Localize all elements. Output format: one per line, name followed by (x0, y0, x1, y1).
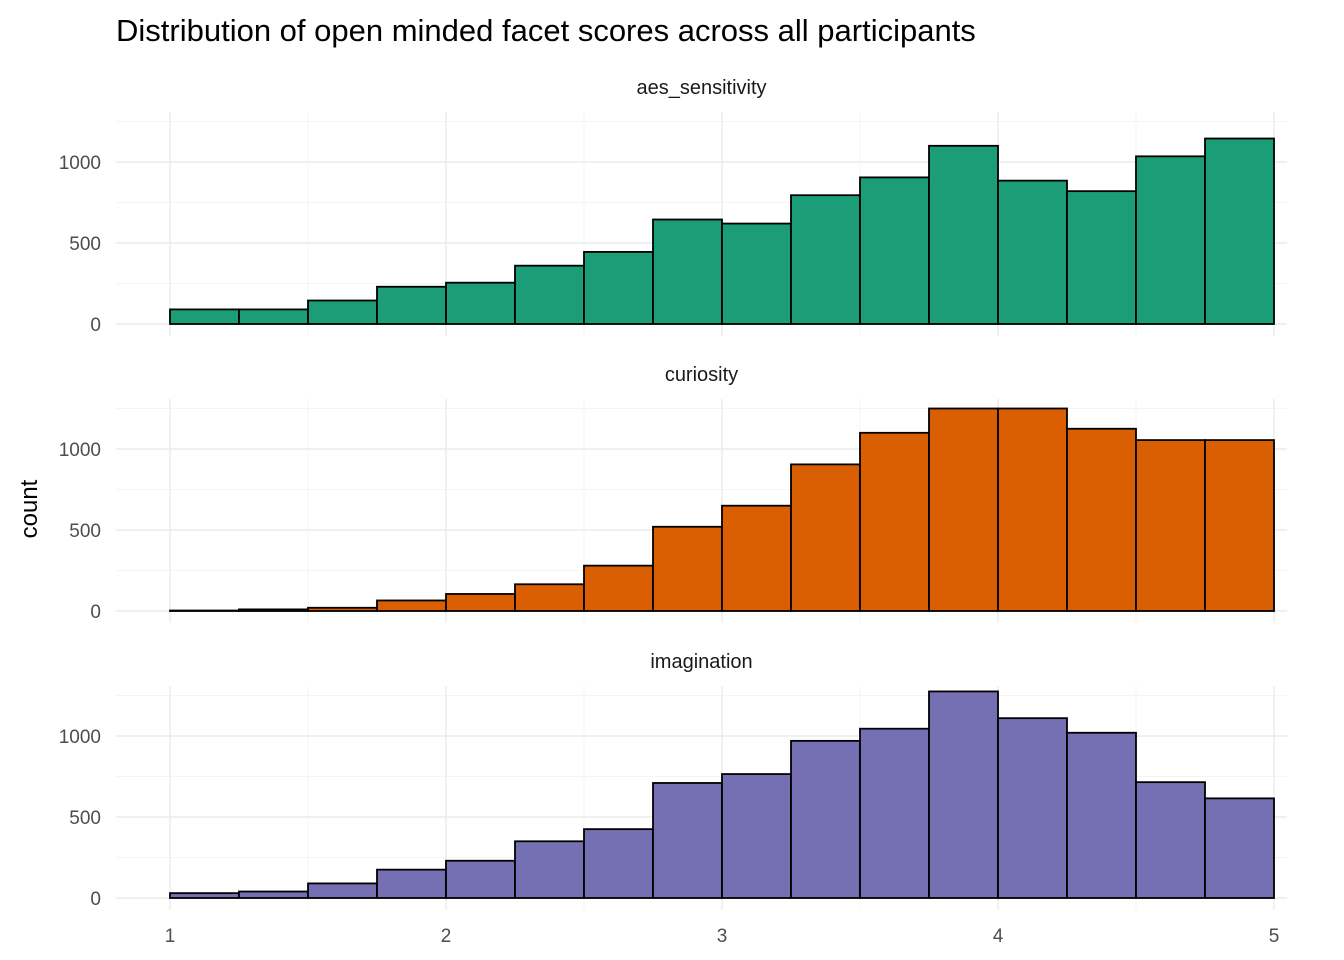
facet-panels: aes_sensitivity 0 500 1000 curiosity 0 500 1000… (59, 77, 1287, 910)
facet-strip-label: imagination (650, 651, 752, 673)
histogram-bar (376, 868, 447, 899)
facet-strip-label: aes_sensitivity (636, 77, 766, 99)
histogram-bar (1135, 155, 1206, 325)
histogram-bar (1135, 439, 1206, 612)
histogram-bar (376, 599, 447, 612)
y-tick-label: 1000 (59, 727, 101, 748)
histogram-bar (445, 859, 516, 899)
x-tick-label: 3 (717, 926, 728, 947)
histogram-bar (514, 583, 585, 612)
histogram-bar (1066, 731, 1137, 899)
y-axis-title: count (16, 479, 43, 538)
y-tick-label: 1000 (59, 153, 101, 174)
histogram-bar (928, 690, 999, 899)
histogram-bar (514, 840, 585, 899)
histogram-bar (445, 593, 516, 612)
histogram-bar (859, 176, 930, 325)
histogram-bar (790, 194, 861, 325)
histogram-bar (1066, 427, 1137, 612)
y-tick-label: 500 (69, 808, 101, 829)
histogram-bar (721, 504, 792, 612)
histogram-bar (238, 608, 309, 612)
histogram-bar (583, 564, 654, 612)
facet-panel-aes-sensitivity: aes_sensitivity 0 500 1000 (59, 77, 1287, 336)
chart-title: Distribution of open minded facet scores… (116, 13, 976, 48)
histogram-bar (1204, 797, 1275, 899)
x-tick-label: 4 (993, 926, 1004, 947)
histogram-bar (169, 892, 240, 899)
histogram-bar (169, 308, 240, 325)
histogram-bar (238, 890, 309, 899)
y-tick-label: 0 (90, 889, 101, 910)
histogram-bar (928, 144, 999, 325)
histogram-bar (790, 739, 861, 899)
x-axis: 1 2 3 4 5 (165, 926, 1280, 947)
histogram-bar (1066, 190, 1137, 325)
histogram-bar (1204, 439, 1275, 612)
histogram-bar (307, 606, 378, 612)
y-tick-label: 500 (69, 521, 101, 542)
histogram-bar (997, 717, 1068, 899)
histogram-bar (997, 179, 1068, 325)
histogram-bar (445, 281, 516, 325)
histogram-bar (376, 285, 447, 325)
facet-strip-label: curiosity (665, 364, 738, 386)
histogram-bar (721, 773, 792, 899)
histogram-bar (721, 222, 792, 325)
x-tick-label: 2 (441, 926, 452, 947)
x-tick-label: 1 (165, 926, 176, 947)
histogram-bar (238, 308, 309, 325)
histogram-bar (1204, 137, 1275, 325)
y-tick-label: 1000 (59, 440, 101, 461)
histogram-bar (790, 463, 861, 612)
y-tick-label: 0 (90, 602, 101, 623)
facet-panel-imagination: imagination 0 500 1000 (59, 651, 1287, 910)
histogram-bar (514, 264, 585, 325)
histogram-bar (307, 882, 378, 899)
y-tick-label: 0 (90, 315, 101, 336)
histogram-bar (859, 727, 930, 899)
histogram-bar (997, 407, 1068, 612)
histogram-bar (169, 609, 240, 612)
y-tick-label: 500 (69, 234, 101, 255)
histogram-bar (859, 431, 930, 612)
histogram-bar (307, 299, 378, 325)
x-tick-label: 5 (1269, 926, 1280, 947)
histogram-bar (583, 828, 654, 899)
histogram-bar (1135, 781, 1206, 899)
histogram-bar (652, 525, 723, 612)
histogram-bar (652, 782, 723, 899)
facet-panel-curiosity: curiosity 0 500 1000 (59, 364, 1287, 623)
histogram-bar (583, 251, 654, 325)
histogram-bar (928, 407, 999, 612)
histogram-bar (652, 218, 723, 325)
